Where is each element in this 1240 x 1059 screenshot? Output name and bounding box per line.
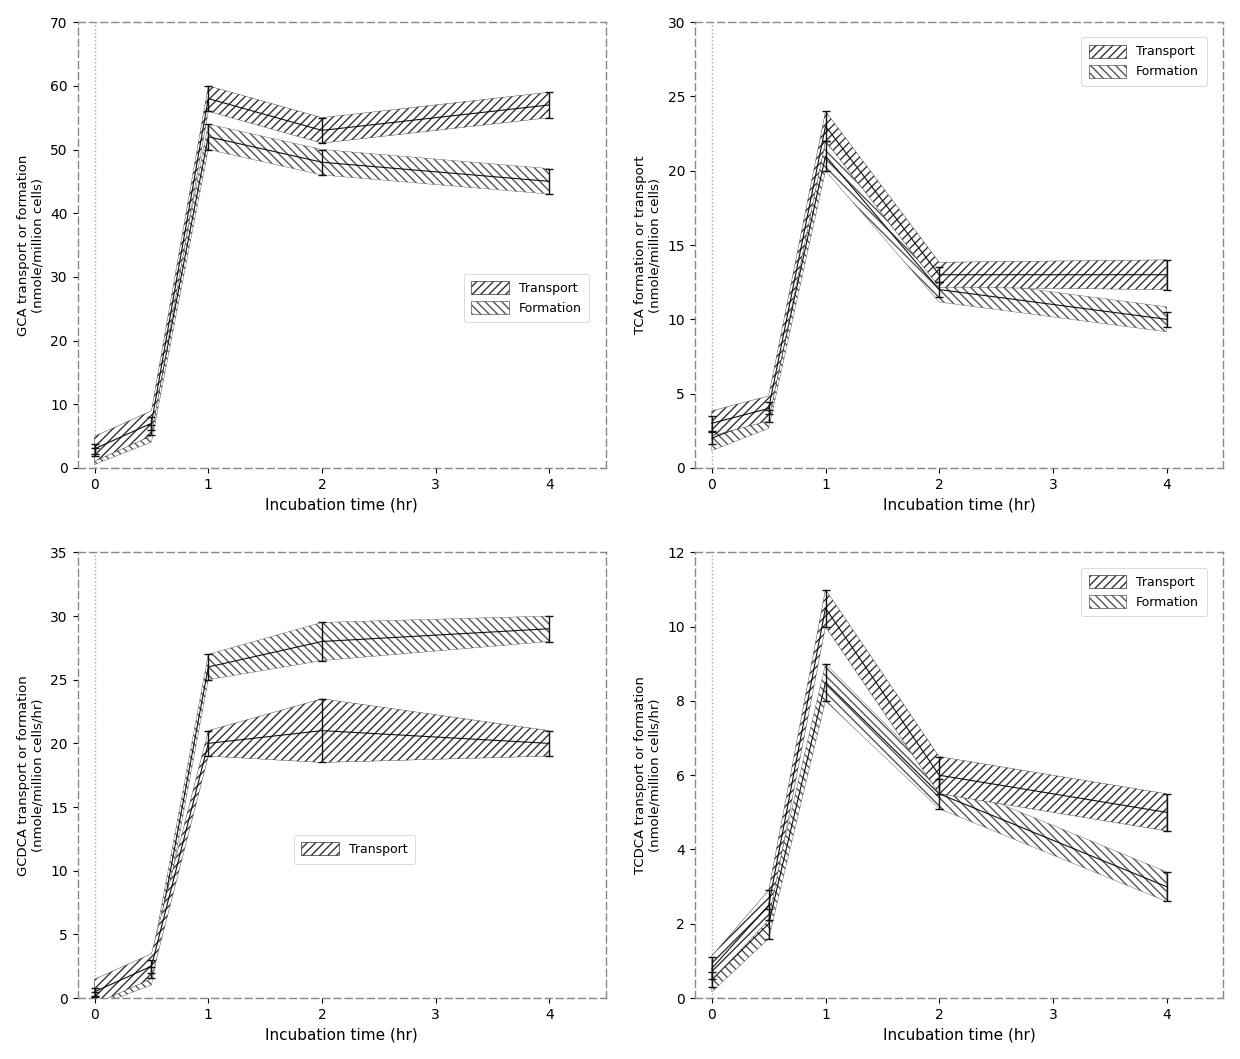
Legend: Transport, Formation: Transport, Formation (464, 273, 589, 322)
Legend: Transport, Formation: Transport, Formation (1081, 568, 1207, 616)
Y-axis label: TCDCA transport or formation
(nmole/million cells/hr): TCDCA transport or formation (nmole/mill… (634, 677, 662, 874)
Legend: Transport: Transport (294, 834, 415, 863)
Y-axis label: TCA formation or transport
(nmole/million cells): TCA formation or transport (nmole/millio… (634, 156, 662, 335)
Y-axis label: GCA transport or formation
(nmole/million cells): GCA transport or formation (nmole/millio… (16, 155, 45, 336)
X-axis label: Incubation time (hr): Incubation time (hr) (265, 1027, 418, 1042)
X-axis label: Incubation time (hr): Incubation time (hr) (883, 497, 1035, 513)
Legend: Transport, Formation: Transport, Formation (1081, 37, 1207, 86)
X-axis label: Incubation time (hr): Incubation time (hr) (265, 497, 418, 513)
Y-axis label: GCDCA transport or formation
(nmole/million cells/hr): GCDCA transport or formation (nmole/mill… (16, 675, 45, 876)
X-axis label: Incubation time (hr): Incubation time (hr) (883, 1027, 1035, 1042)
